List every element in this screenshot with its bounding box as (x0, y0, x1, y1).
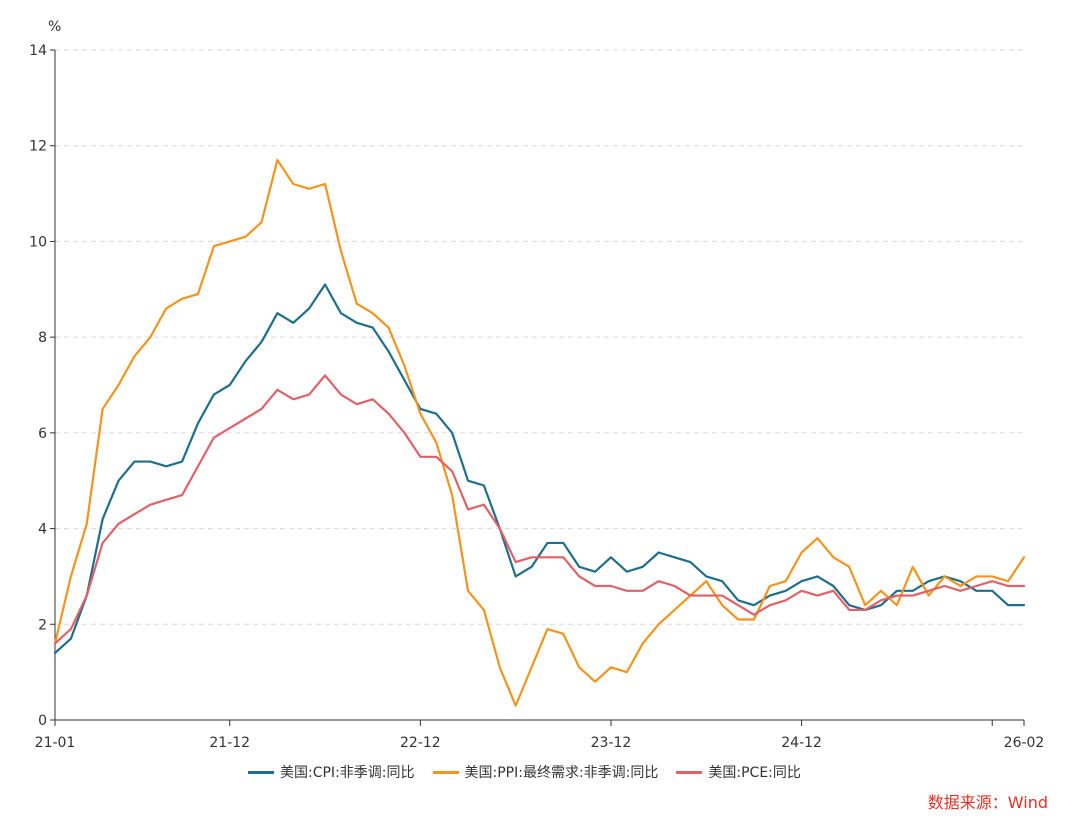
series-line-1 (53, 158, 1026, 707)
y-tick-label: 10 (29, 234, 47, 250)
x-tick-label: 26-02 (1004, 735, 1045, 751)
series-group (53, 158, 1026, 707)
y-tick-label: 14 (29, 43, 47, 59)
y-tick-label: 8 (38, 330, 47, 346)
y-tick-label: 6 (38, 426, 47, 442)
legend-label-pce: 美国:PCE:同比 (708, 765, 801, 781)
y-unit-label: % (48, 19, 61, 35)
series-line-2 (53, 374, 1026, 645)
line-chart: % 0 2 4 6 8 10 12 14 21-01 21-12 22-12 23-12 24-12 26… (29, 19, 1044, 751)
legend-label-ppi: 美国:PPI:最终需求:非季调:同比 (464, 765, 659, 781)
x-tick-label: 23-12 (591, 735, 632, 751)
x-tick-label: 21-01 (35, 735, 76, 751)
legend-swatch-ppi (432, 770, 459, 774)
axes: 0 2 4 6 8 10 12 14 21-01 21-12 22-12 23-12 24-12 26-0… (29, 43, 1044, 751)
grid (55, 49, 1024, 625)
legend: 美国:CPI:非季调:同比 美国:PPI:最终需求:非季调:同比 美国:PCE:… (248, 760, 819, 784)
legend-item-ppi: 美国:PPI:最终需求:非季调:同比 (432, 762, 659, 782)
legend-label-cpi: 美国:CPI:非季调:同比 (280, 765, 415, 781)
x-tick-label: 24-12 (781, 735, 822, 751)
legend-item-pce: 美国:PCE:同比 (676, 762, 801, 782)
x-tick-label: 22-12 (400, 735, 441, 751)
y-tick-label: 0 (38, 713, 47, 729)
legend-swatch-pce (676, 770, 703, 774)
y-tick-label: 2 (38, 617, 47, 633)
y-tick-label: 12 (29, 139, 47, 155)
source-note: 数据来源：Wind (927, 793, 1048, 812)
series-line-0 (53, 283, 1026, 655)
legend-item-cpi: 美国:CPI:非季调:同比 (248, 762, 415, 782)
x-tick-label: 21-12 (209, 735, 250, 751)
y-tick-label: 4 (38, 522, 47, 538)
legend-swatch-cpi (248, 770, 274, 774)
